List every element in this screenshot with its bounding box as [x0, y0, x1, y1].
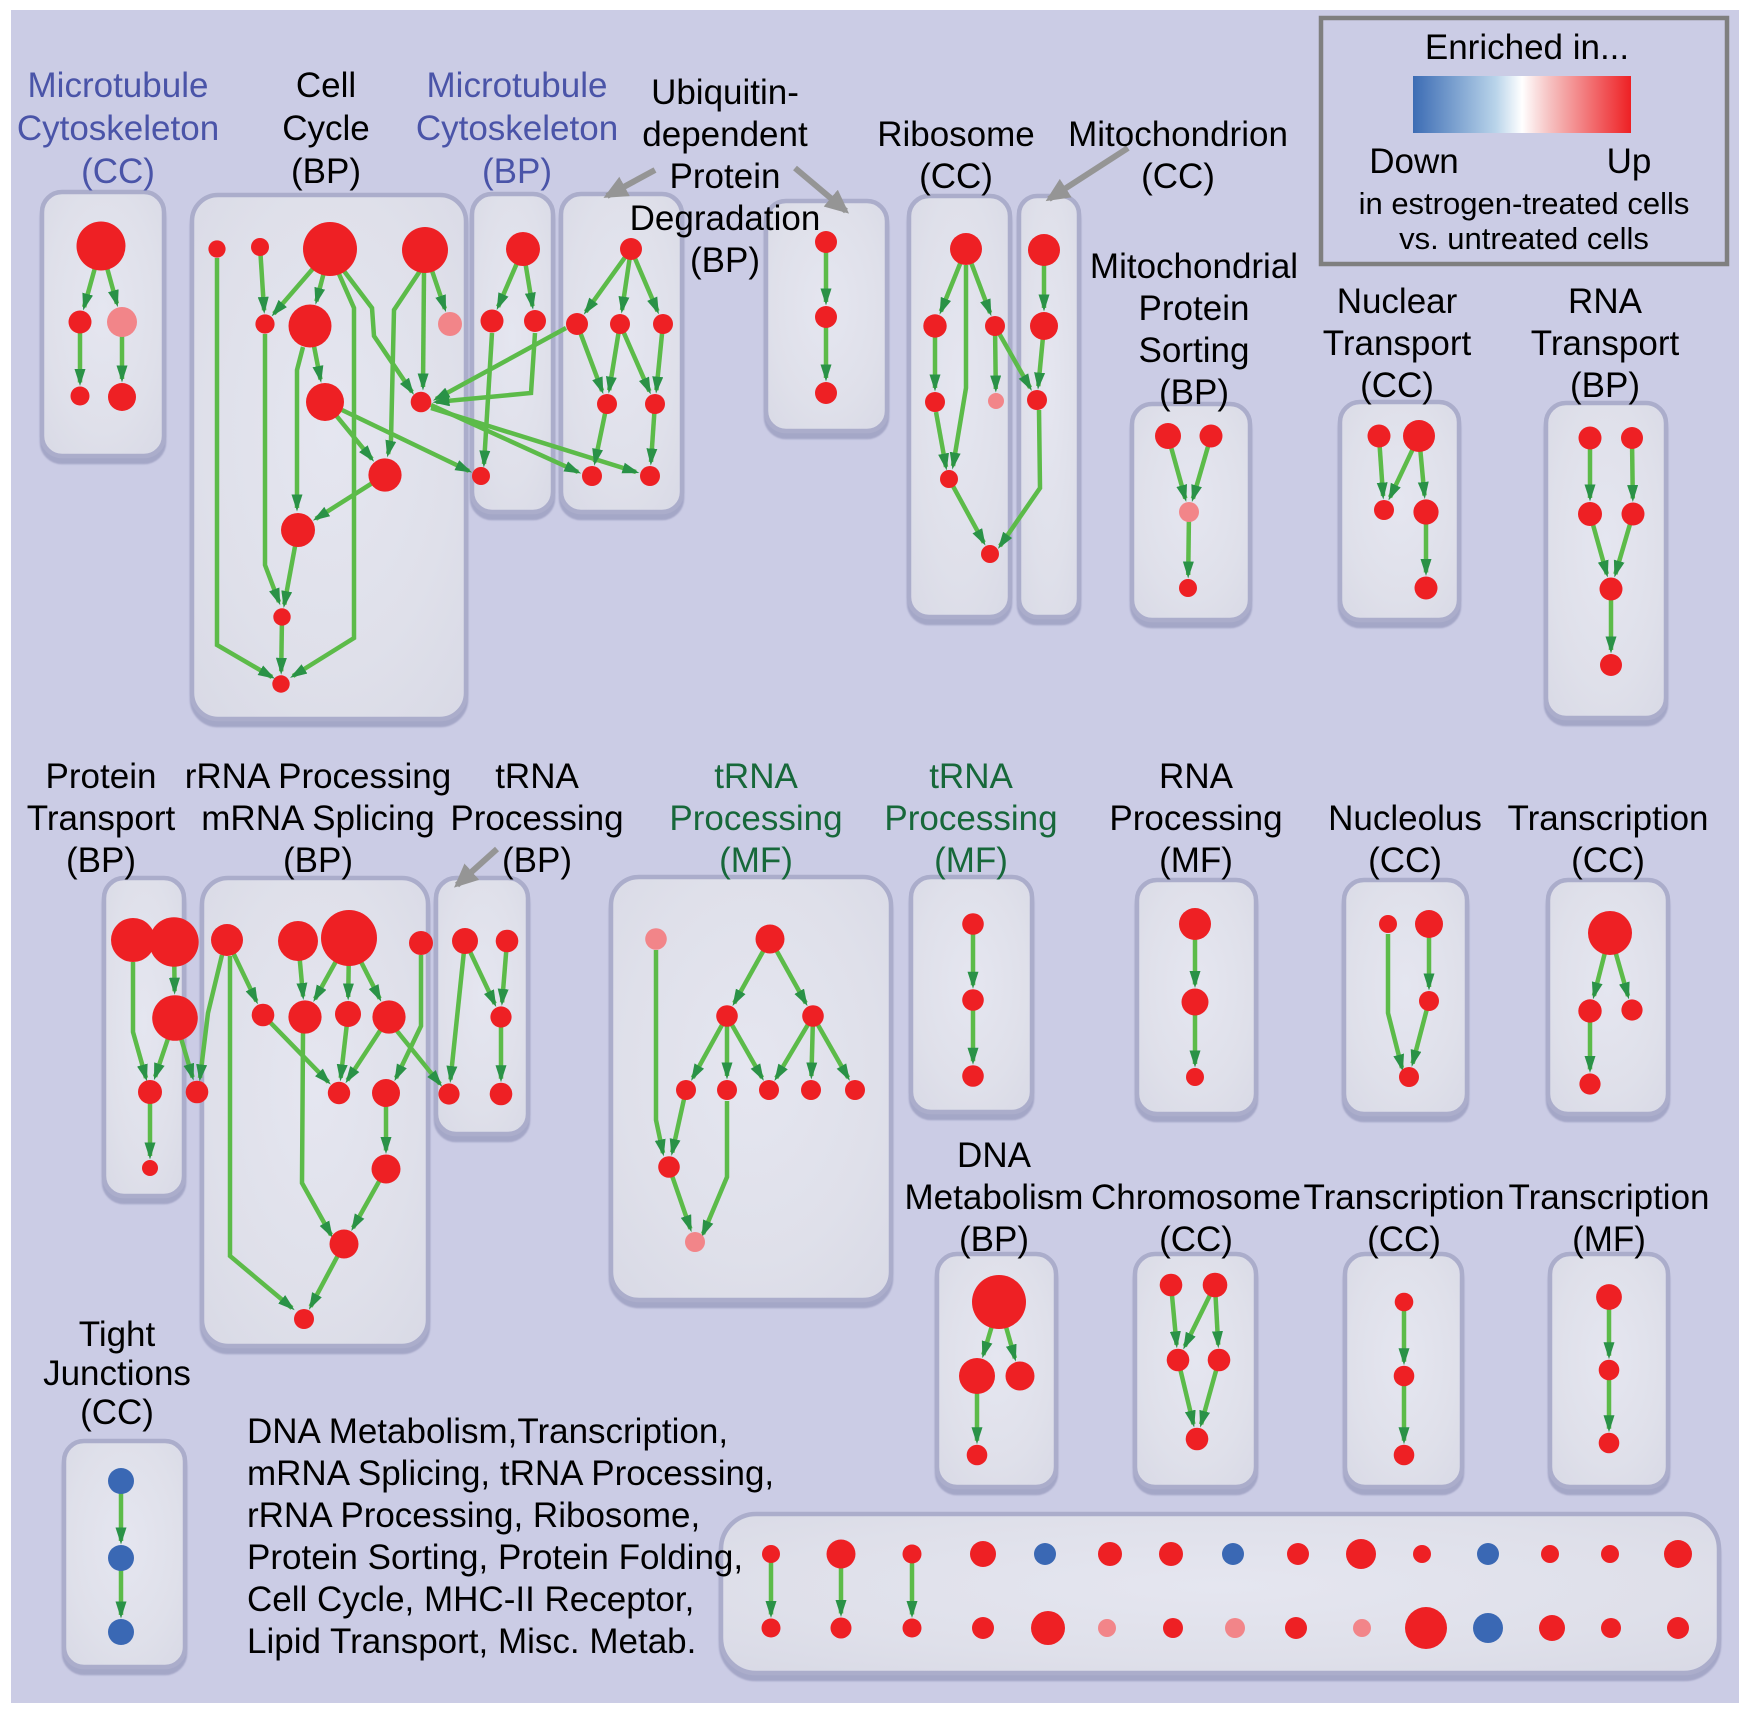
svg-text:Mitochondrial: Mitochondrial [1090, 247, 1298, 286]
svg-text:(MF): (MF) [1572, 1220, 1646, 1259]
svg-text:in estrogen-treated cells: in estrogen-treated cells [1359, 186, 1690, 221]
svg-text:(CC): (CC) [1368, 841, 1442, 880]
svg-text:Metabolism: Metabolism [905, 1178, 1084, 1217]
svg-text:Tight: Tight [79, 1315, 156, 1354]
svg-text:(CC): (CC) [81, 152, 155, 191]
svg-text:dependent: dependent [642, 115, 808, 154]
svg-text:(CC): (CC) [1367, 1220, 1441, 1259]
svg-text:RNA: RNA [1159, 757, 1234, 796]
svg-text:Protein: Protein [46, 757, 157, 796]
svg-text:Nuclear: Nuclear [1337, 282, 1458, 321]
svg-text:Protein: Protein [1139, 289, 1250, 328]
svg-text:vs. untreated cells: vs. untreated cells [1399, 221, 1649, 256]
svg-text:(MF): (MF) [1159, 841, 1233, 880]
svg-text:(CC): (CC) [80, 1393, 154, 1432]
svg-text:(BP): (BP) [1570, 366, 1640, 405]
svg-text:(CC): (CC) [1141, 157, 1215, 196]
svg-text:Transcription: Transcription [1304, 1178, 1505, 1217]
svg-text:(MF): (MF) [719, 841, 793, 880]
svg-text:rRNA Processing, Ribosome,: rRNA Processing, Ribosome, [247, 1496, 700, 1535]
svg-text:(BP): (BP) [690, 241, 760, 280]
svg-text:Down: Down [1369, 142, 1458, 181]
svg-text:Nucleolus: Nucleolus [1328, 799, 1482, 838]
svg-text:Cell Cycle, MHC-II Receptor,: Cell Cycle, MHC-II Receptor, [247, 1580, 694, 1619]
svg-text:Microtubule: Microtubule [427, 66, 608, 105]
svg-text:Cycle: Cycle [282, 109, 370, 148]
svg-text:(CC): (CC) [1159, 1220, 1233, 1259]
svg-text:Enriched in...: Enriched in... [1425, 28, 1629, 67]
svg-text:Processing: Processing [669, 799, 842, 838]
svg-text:DNA: DNA [957, 1136, 1032, 1175]
svg-text:(MF): (MF) [934, 841, 1008, 880]
svg-text:Processing: Processing [884, 799, 1057, 838]
svg-text:Transport: Transport [1531, 324, 1680, 363]
svg-text:(CC): (CC) [1571, 841, 1645, 880]
svg-text:(BP): (BP) [502, 841, 572, 880]
svg-text:Degradation: Degradation [630, 199, 821, 238]
svg-text:Cytoskeleton: Cytoskeleton [416, 109, 618, 148]
svg-text:RNA: RNA [1568, 282, 1643, 321]
svg-text:Protein Sorting, Protein Foldi: Protein Sorting, Protein Folding, [247, 1538, 743, 1577]
svg-text:Cytoskeleton: Cytoskeleton [17, 109, 219, 148]
svg-text:Protein: Protein [670, 157, 781, 196]
svg-text:Up: Up [1607, 142, 1652, 181]
svg-text:Ribosome: Ribosome [877, 115, 1035, 154]
svg-text:(BP): (BP) [1159, 373, 1229, 412]
svg-text:(BP): (BP) [283, 841, 353, 880]
svg-text:(CC): (CC) [1360, 366, 1434, 405]
svg-text:(BP): (BP) [959, 1220, 1029, 1259]
svg-text:(BP): (BP) [66, 841, 136, 880]
svg-text:(CC): (CC) [919, 157, 993, 196]
svg-text:Transcription: Transcription [1508, 799, 1709, 838]
svg-text:tRNA: tRNA [929, 757, 1013, 796]
svg-text:rRNA Processing: rRNA Processing [185, 757, 451, 796]
svg-text:Cell: Cell [296, 66, 356, 105]
svg-text:Sorting: Sorting [1139, 331, 1250, 370]
svg-text:(BP): (BP) [482, 152, 552, 191]
svg-text:tRNA: tRNA [714, 757, 798, 796]
svg-text:Lipid Transport, Misc. Metab.: Lipid Transport, Misc. Metab. [247, 1622, 696, 1661]
svg-text:Chromosome: Chromosome [1091, 1178, 1301, 1217]
svg-text:Junctions: Junctions [43, 1354, 191, 1393]
svg-text:Transcription: Transcription [1509, 1178, 1710, 1217]
svg-text:Transport: Transport [1323, 324, 1472, 363]
svg-text:(BP): (BP) [291, 152, 361, 191]
svg-text:mRNA Splicing: mRNA Splicing [201, 799, 434, 838]
svg-text:tRNA: tRNA [495, 757, 579, 796]
svg-text:mRNA Splicing, tRNA Processing: mRNA Splicing, tRNA Processing, [247, 1454, 774, 1493]
svg-text:Processing: Processing [450, 799, 623, 838]
svg-text:Transport: Transport [27, 799, 176, 838]
svg-text:Mitochondrion: Mitochondrion [1068, 115, 1288, 154]
svg-text:Ubiquitin-: Ubiquitin- [651, 73, 799, 112]
svg-text:Processing: Processing [1109, 799, 1282, 838]
svg-text:Microtubule: Microtubule [28, 66, 209, 105]
svg-text:DNA Metabolism,Transcription,: DNA Metabolism,Transcription, [247, 1412, 728, 1451]
